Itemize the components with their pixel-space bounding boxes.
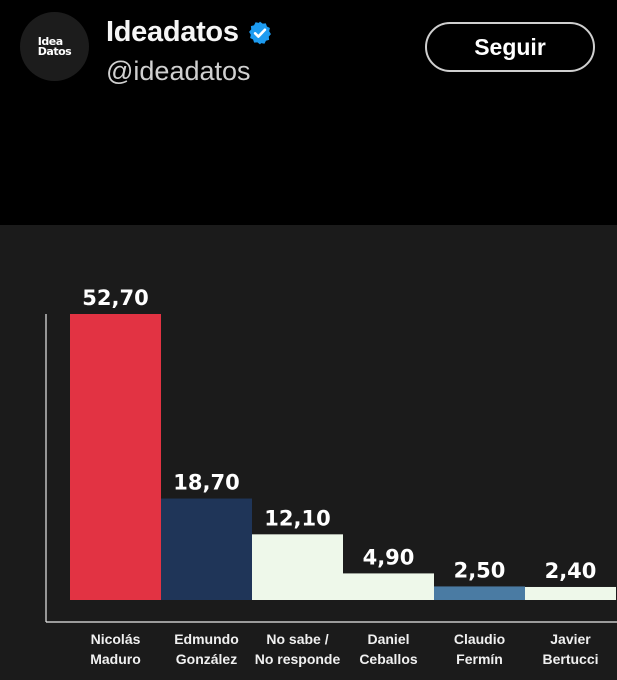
category-label-4: Claudio Fermín — [454, 631, 505, 667]
value-label-0: 52,70 — [82, 286, 148, 310]
bar-2 — [252, 534, 343, 600]
bar-chart: 52,70 Nicolás Maduro 18,70 Edmundo González 12… — [45, 286, 617, 667]
chart-image: 52,70 Nicolás Maduro 18,70 Edmundo González 12… — [0, 225, 617, 680]
bar-5 — [525, 586, 616, 600]
follow-button[interactable]: Seguir — [425, 22, 595, 72]
verified-badge-icon — [248, 21, 271, 44]
value-label-2: 12,10 — [264, 506, 330, 530]
value-label-5: 2,40 — [545, 559, 597, 583]
category-label-3: Daniel Ceballos — [359, 631, 418, 667]
avatar[interactable]: Idea Datos — [20, 12, 89, 81]
bar-3 — [343, 573, 434, 600]
handle[interactable]: @ideadatos — [106, 56, 251, 86]
category-label-5: Javier Bertucci — [542, 631, 598, 667]
profile-header: Idea Datos Ideadatos @ideadatos Seguir — [0, 0, 617, 225]
bar-0 — [70, 314, 161, 600]
bar-4 — [434, 586, 525, 600]
logo-line-1: Idea — [37, 34, 63, 48]
value-label-3: 4,90 — [363, 545, 415, 569]
ideadatos-logo: Idea Datos — [37, 34, 72, 58]
bar-1 — [161, 498, 252, 600]
name-row: Ideadatos — [106, 16, 273, 49]
category-label-0: Nicolás Maduro — [90, 631, 141, 667]
category-label-1: Edmundo González — [174, 631, 239, 667]
logo-line-2: Datos — [37, 44, 72, 58]
bars-group: 52,70 Nicolás Maduro 18,70 Edmundo González 12… — [70, 286, 616, 667]
display-name[interactable]: Ideadatos — [106, 16, 239, 48]
value-label-1: 18,70 — [173, 471, 239, 495]
value-label-4: 2,50 — [454, 558, 506, 582]
category-label-2: No sabe / No responde — [255, 631, 341, 667]
